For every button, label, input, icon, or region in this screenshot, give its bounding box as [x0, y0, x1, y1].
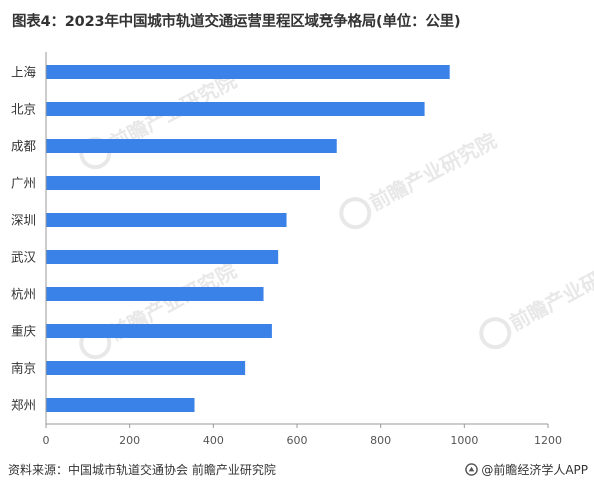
bars-layer: [46, 65, 450, 412]
x-tick-label: 800: [370, 434, 391, 447]
bar-北京: [46, 102, 425, 116]
bar-南京: [46, 361, 246, 375]
category-label: 杭州: [11, 287, 36, 302]
watermark: 前瞻产业研究院: [339, 128, 501, 230]
bar-重庆: [46, 324, 272, 338]
bar-广州: [46, 176, 321, 190]
watermark: 前瞻产业研究院: [79, 258, 240, 360]
watermark: 前瞻产业研究院: [79, 68, 240, 170]
bar-郑州: [46, 398, 195, 412]
watermark-text: 前瞻产业研究院: [506, 248, 594, 335]
x-tick-label: 600: [287, 434, 308, 447]
category-label: 上海: [11, 65, 37, 80]
bar-上海: [46, 65, 450, 79]
category-label: 北京: [11, 102, 36, 117]
qianzhan-logo-icon: [465, 463, 479, 476]
x-tick-label: 0: [43, 434, 50, 447]
category-label: 武汉: [11, 250, 37, 265]
bar-深圳: [46, 213, 287, 227]
category-label: 南京: [11, 361, 36, 376]
bar-武汉: [46, 250, 279, 264]
chart-title: 图表4：2023年中国城市轨道交通运营里程区域竞争格局(单位：公里): [12, 14, 461, 30]
bar-杭州: [46, 287, 264, 301]
category-label: 广州: [11, 176, 36, 191]
bar-成都: [46, 139, 337, 153]
x-tick-label: 200: [119, 434, 140, 447]
x-tick-label: 1200: [534, 434, 562, 447]
category-label: 深圳: [11, 213, 36, 228]
source-note: 资料来源：中国城市轨道交通协会 前瞻产业研究院: [8, 463, 276, 477]
category-label: 重庆: [11, 324, 37, 339]
category-label: 郑州: [11, 398, 36, 413]
x-axis: 0 200 400 600 800 1000 1200: [43, 52, 562, 447]
x-tick-label: 1000: [450, 434, 478, 447]
brand-credit: @前瞻经济学人APP: [465, 461, 588, 478]
category-label: 成都: [11, 139, 37, 154]
brand-text: @前瞻经济学人APP: [481, 463, 588, 477]
watermark: 前瞻产业研究院: [479, 248, 594, 350]
watermark-text: 前瞻产业研究院: [366, 128, 501, 215]
x-tick-label: 400: [203, 434, 224, 447]
